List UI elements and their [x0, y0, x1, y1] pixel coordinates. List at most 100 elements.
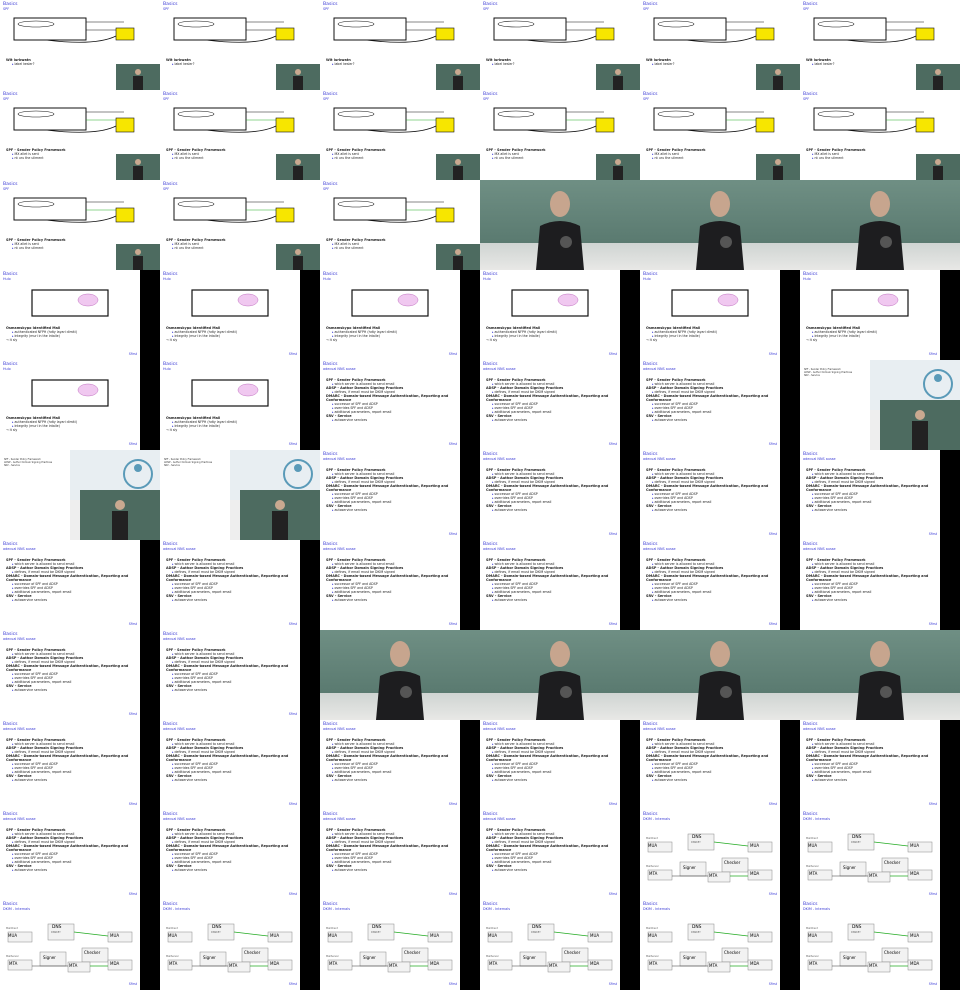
- section-heading: SPF - Sender Policy Framework: [646, 558, 706, 562]
- thumbnail-slideE[interactable]: Basics DKIM - Internals MUA DNS DNSKEY M…: [0, 900, 160, 990]
- slide-subtitle: SPF: [3, 187, 10, 191]
- thumbnail-slideD[interactable]: Basics adecual NNS ausse SPF - Sender Po…: [800, 450, 960, 540]
- black-margin: [780, 270, 800, 360]
- thumbnail-slideD[interactable]: Basics adecual NNS ausse SPF - Sender Po…: [480, 540, 640, 630]
- thumbnail-slideD[interactable]: Basics adecual NNS ausse SPF - Sender Po…: [160, 540, 320, 630]
- thumbnail-slideE[interactable]: Basics DKIM - Internals MUA DNS DNSKEY M…: [800, 810, 960, 900]
- slide: Basics adecual NNS ausse SPF - Sender Po…: [160, 720, 300, 810]
- bullet: overrides SPF and ADSP: [6, 856, 134, 860]
- thumbnail-slideE[interactable]: Basics DKIM - Internals MUA DNS DNSKEY M…: [640, 810, 800, 900]
- slide-header: Basics adecual NNS ausse: [163, 722, 196, 732]
- bullet: which server is allowed to send email: [806, 472, 934, 476]
- thumbnail-slideE[interactable]: Basics DKIM - Internals MUA DNS DNSKEY M…: [800, 900, 960, 990]
- bullet-note: → it sly: [166, 428, 178, 432]
- thumbnail-slideB[interactable]: Basics SPF SPF - Sender Policy Framework…: [0, 180, 160, 270]
- slide-title: Basics: [323, 722, 338, 727]
- slide-header: Basics adecual NNS ausse: [163, 812, 196, 822]
- thumbnail-slideB[interactable]: Basics SPF SPF - Sender Policy Framework…: [320, 90, 480, 180]
- thumbnail-slideD[interactable]: Basics adecual NNS ausse SPF - Sender Po…: [160, 630, 320, 720]
- thumbnail-slideA[interactable]: Basics SPF Wit lurbwatn label kesler?: [480, 0, 640, 90]
- thumbnail-cam[interactable]: [800, 180, 960, 270]
- thumbnail-cam[interactable]: [320, 630, 480, 720]
- thumbnail-slideA[interactable]: Basics SPF Wit lurbwatn label kesler?: [160, 0, 320, 90]
- thumbnail-slideD[interactable]: Basics adecual NNS ausse SPF - Sender Po…: [160, 810, 320, 900]
- camera-frame: [480, 180, 640, 270]
- thumbnail-slideE[interactable]: Basics DKIM - Internals MUA DNS DNSKEY M…: [480, 900, 640, 990]
- thumbnail-slideB[interactable]: Basics SPF SPF - Sender Policy Framework…: [160, 90, 320, 180]
- thumbnail-slideA[interactable]: Basics SPF Wit lurbwatn label kesler?: [640, 0, 800, 90]
- thumbnail-cam[interactable]: [640, 180, 800, 270]
- thumbnail-slideE[interactable]: Basics DKIM - Internals MUA DNS DNSKEY M…: [320, 900, 480, 990]
- thumbnail-slideD[interactable]: Basics adecual NNS ausse SPF - Sender Po…: [480, 360, 640, 450]
- thumbnail-slideB[interactable]: Basics SPF SPF - Sender Policy Framework…: [800, 90, 960, 180]
- dns-sub-label: DNSKEY: [51, 931, 61, 934]
- thumbnail-slideD[interactable]: Basics adecual NNS ausse SPF - Sender Po…: [640, 450, 800, 540]
- thumbnail-slideC[interactable]: Basics Hulo Osmamskypo Identified Mail a…: [160, 270, 320, 360]
- thumbnail-shot[interactable]: SPF - Sender Policy Framework ADSP - Aut…: [0, 450, 160, 540]
- thumbnail-slideA[interactable]: Basics SPF Wit lurbwatn label kesler?: [320, 0, 480, 90]
- thumbnail-slideB[interactable]: Basics SPF SPF - Sender Policy Framework…: [320, 180, 480, 270]
- slide-subtitle: adecual NNS ausse: [323, 367, 356, 371]
- thumbnail-slideD[interactable]: Basics adecual NNS ausse SPF - Sender Po…: [320, 450, 480, 540]
- thumbnail-slideD[interactable]: Basics adecual NNS ausse SPF - Sender Po…: [0, 720, 160, 810]
- thumbnail-slideD[interactable]: Basics adecual NNS ausse SPF - Sender Po…: [320, 360, 480, 450]
- thumbnail-cam[interactable]: [640, 630, 800, 720]
- section-heading: ADSP - Author Domain Signing Practices: [6, 746, 84, 750]
- thumbnail-cam[interactable]: [480, 630, 640, 720]
- slide: Basics adecual NNS ausse SPF - Sender Po…: [320, 720, 460, 810]
- slide-header: Basics Hulo: [483, 272, 498, 282]
- thumbnail-slideC[interactable]: Basics Hulo Osmamskypo Identified Mail a…: [800, 270, 960, 360]
- thumbnail-slideD[interactable]: Basics adecual NNS ausse SPF - Sender Po…: [480, 810, 640, 900]
- thumbnail-slideD[interactable]: Basics adecual NNS ausse SPF - Sender Po…: [320, 720, 480, 810]
- thumbnail-slideD[interactable]: Basics adecual NNS ausse SPF - Sender Po…: [480, 720, 640, 810]
- thumbnail-slideD[interactable]: Basics adecual NNS ausse SPF - Sender Po…: [0, 630, 160, 720]
- thumbnail-slideC[interactable]: Basics Hulo Osmamskypo Identified Mail a…: [320, 270, 480, 360]
- slide-header: Basics adecual NNS ausse: [483, 452, 516, 462]
- speaker-icon: [773, 159, 783, 180]
- thumbnail-cam[interactable]: [480, 180, 640, 270]
- bullet: Integrity (muri in the intalle): [326, 334, 454, 338]
- thumbnail-slideA[interactable]: Basics SPF Wit lurbwatn label kesler?: [800, 0, 960, 90]
- thumbnail-slideA[interactable]: Basics SPF Wit lurbwatn label kesler?: [0, 0, 160, 90]
- thumbnail-slideE[interactable]: Basics DKIM - Internals MUA DNS DNSKEY M…: [160, 900, 320, 990]
- thumbnail-slideB[interactable]: Basics SPF SPF - Sender Policy Framework…: [480, 90, 640, 180]
- thumbnail-slideD[interactable]: Basics adecual NNS ausse SPF - Sender Po…: [320, 540, 480, 630]
- thumbnail-cam[interactable]: [800, 630, 960, 720]
- thumbnail-slideC[interactable]: Basics Hulo Osmamskypo Identified Mail a…: [160, 360, 320, 450]
- thumbnail-slideD[interactable]: Basics adecual NNS ausse SPF - Sender Po…: [800, 540, 960, 630]
- section-heading: Osmamskypo Identified Mail: [166, 416, 221, 420]
- thumbnail-shot[interactable]: SPF - Sender Policy Framework ADSP - Aut…: [160, 450, 320, 540]
- section-heading: ADSP - Author Domain Signing Practices: [326, 746, 404, 750]
- thumbnail-slideD[interactable]: Basics adecual NNS ausse SPF - Sender Po…: [480, 450, 640, 540]
- thumbnail-slideC[interactable]: Basics Hulo Osmamskypo Identified Mail a…: [0, 360, 160, 450]
- slide-header: Basics DKIM - Internals: [803, 812, 830, 822]
- bullet: defines, if email must be DKIM signed: [6, 660, 134, 664]
- thumbnail-slideD[interactable]: Basics adecual NNS ausse SPF - Sender Po…: [640, 720, 800, 810]
- thumbnail-slideC[interactable]: Basics Hulo Osmamskypo Identified Mail a…: [640, 270, 800, 360]
- thumbnail-slideE[interactable]: Basics DKIM - Internals MUA DNS DNSKEY M…: [640, 900, 800, 990]
- thumbnail-slideB[interactable]: Basics SPF SPF - Sender Policy Framework…: [640, 90, 800, 180]
- thumbnail-slideD[interactable]: Basics adecual NNS ausse SPF - Sender Po…: [0, 540, 160, 630]
- section-heading: SRV - Service: [326, 594, 352, 598]
- bullet: Integrity (muri in the intalle): [6, 424, 134, 428]
- section-heading: SPF - Sender Policy Framework: [646, 148, 706, 152]
- policy-list: SPF - Sender Policy Framework which serv…: [326, 378, 454, 422]
- bullet: Integrity (muri in the intalle): [486, 334, 614, 338]
- thumbnail-slideC[interactable]: Basics Hulo Osmamskypo Identified Mail a…: [0, 270, 160, 360]
- thumbnail-slideD[interactable]: Basics adecual NNS ausse SPF - Sender Po…: [0, 810, 160, 900]
- thumbnail-shot[interactable]: SPF - Sender Policy Framework ADSP - Aut…: [800, 360, 960, 450]
- mda-label: MDA: [270, 961, 280, 966]
- mailserver-label: MailServer: [6, 955, 19, 958]
- policy-list: SPF - Sender Policy Framework which serv…: [646, 378, 774, 422]
- bullet: additional parameters, report email: [6, 860, 134, 864]
- thumbnail-slideD[interactable]: Basics adecual NNS ausse SPF - Sender Po…: [800, 720, 960, 810]
- mua2-label: MUA: [750, 933, 760, 938]
- thumbnail-slideD[interactable]: Basics adecual NNS ausse SPF - Sender Po…: [160, 720, 320, 810]
- thumbnail-slideD[interactable]: Basics adecual NNS ausse SPF - Sender Po…: [640, 540, 800, 630]
- thumbnail-slideC[interactable]: Basics Hulo Osmamskypo Identified Mail a…: [480, 270, 640, 360]
- thumbnail-slideD[interactable]: Basics adecual NNS ausse SPF - Sender Po…: [640, 360, 800, 450]
- thumbnail-slideB[interactable]: Basics SPF SPF - Sender Policy Framework…: [0, 90, 160, 180]
- thumbnail-slideB[interactable]: Basics SPF SPF - Sender Policy Framework…: [160, 180, 320, 270]
- bullet: which server is allowed to send email: [326, 382, 454, 386]
- thumbnail-slideD[interactable]: Basics adecual NNS ausse SPF - Sender Po…: [320, 810, 480, 900]
